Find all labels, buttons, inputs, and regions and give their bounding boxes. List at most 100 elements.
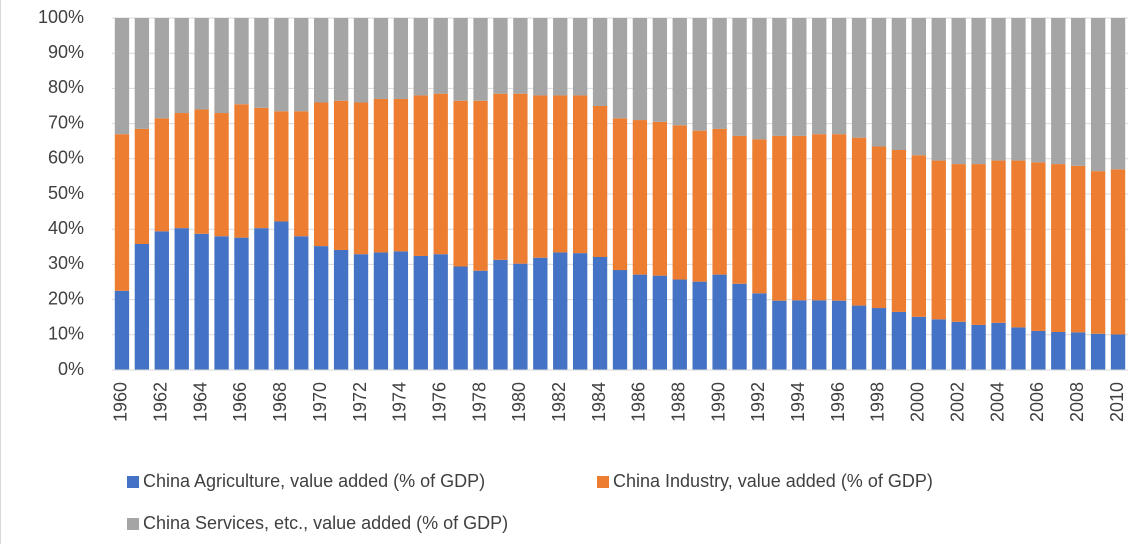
bar-segment — [812, 300, 827, 370]
bar-segment — [672, 279, 687, 370]
bar-segment — [373, 252, 389, 370]
bar-segment — [951, 164, 966, 322]
bar-segment — [1110, 334, 1126, 370]
x-tick-label: 1960 — [111, 382, 131, 422]
y-tick-label: 70% — [48, 112, 84, 132]
bar-segment — [333, 100, 349, 250]
bar-segment — [274, 111, 289, 222]
bar-segment — [752, 139, 767, 294]
bar-segment — [294, 236, 309, 370]
bar-segment — [1110, 18, 1126, 170]
x-tick-label: 2008 — [1067, 382, 1087, 422]
bar-segment — [572, 18, 588, 96]
y-tick-label: 0% — [58, 359, 84, 379]
bar-segment — [732, 18, 747, 136]
bar-segment — [353, 18, 369, 103]
bar-segment — [1031, 162, 1046, 331]
bar-segment — [652, 275, 668, 370]
bar-segment — [792, 135, 807, 301]
bar-segment — [553, 95, 568, 253]
x-tick-label: 2010 — [1107, 382, 1127, 422]
bar-segment — [134, 18, 150, 129]
y-tick-label: 30% — [48, 253, 84, 273]
bar-segment — [592, 106, 608, 258]
bar-segment — [393, 98, 409, 252]
bar-segment — [772, 18, 787, 136]
bar-segment — [712, 128, 727, 275]
bar-segment — [513, 93, 528, 264]
legend-label: China Services, etc., value added (% of … — [143, 513, 508, 533]
bar-segment — [991, 322, 1006, 370]
bar-segment — [971, 324, 986, 370]
bar-segment — [114, 18, 130, 135]
bar-segment — [194, 233, 209, 370]
bar-segment — [692, 281, 707, 370]
bar-segment — [752, 293, 767, 370]
bar-segment — [851, 137, 867, 306]
y-tick-label: 10% — [48, 324, 84, 344]
bar-segment — [1090, 171, 1106, 334]
bar-segment — [194, 18, 209, 110]
bar-segment — [851, 305, 867, 370]
bar-segment — [493, 93, 508, 260]
bar-segment — [951, 321, 966, 370]
bar-segment — [692, 18, 707, 131]
bar-segment — [393, 251, 409, 370]
bar-segment — [214, 18, 229, 114]
bar-segment — [632, 120, 648, 275]
bar-segment — [194, 109, 209, 234]
bar-segment — [612, 18, 628, 119]
x-tick-label: 1988 — [669, 382, 689, 422]
bar-segment — [1090, 18, 1106, 172]
legend-swatch — [597, 476, 609, 488]
bar-segment — [592, 18, 608, 106]
bar-segment — [234, 104, 249, 238]
x-tick-label: 2002 — [947, 382, 967, 422]
bar-segment — [871, 146, 887, 309]
bar-segment — [393, 18, 409, 99]
bar-segment — [433, 254, 448, 370]
bar-segment — [274, 18, 289, 112]
bar-segment — [274, 221, 289, 370]
bar-segment — [732, 283, 747, 370]
x-tick-label: 1980 — [509, 382, 529, 422]
bar-segment — [1031, 330, 1046, 370]
bar-segment — [373, 98, 389, 253]
bar-segment — [214, 113, 229, 237]
bar-segment — [254, 18, 269, 108]
bar-segment — [353, 254, 369, 370]
bar-segment — [373, 18, 389, 99]
bar-segment — [493, 259, 508, 370]
bar-segment — [493, 18, 508, 94]
x-tick-label: 1984 — [589, 382, 609, 422]
y-tick-label: 100% — [38, 7, 84, 27]
bar-segment — [1051, 164, 1066, 332]
bar-segment — [911, 155, 926, 317]
bar-segment — [453, 266, 468, 370]
bar-segment — [1011, 160, 1026, 328]
bar-segment — [473, 100, 488, 271]
x-tick-label: 1978 — [469, 382, 489, 422]
bar-segment — [154, 231, 169, 370]
bar-segment — [652, 121, 668, 276]
bar-segment — [234, 18, 249, 105]
bar-segment — [931, 319, 946, 370]
bar-segment — [792, 300, 807, 370]
bar-segment — [572, 95, 588, 254]
x-tick-label: 1974 — [390, 382, 410, 422]
bar-segment — [931, 160, 946, 320]
bar-segment — [592, 257, 608, 370]
y-tick-label: 90% — [48, 42, 84, 62]
bar-segment — [612, 118, 628, 271]
bar-segment — [1071, 165, 1086, 333]
bar-segment — [792, 18, 807, 136]
x-tick-label: 1996 — [828, 382, 848, 422]
bar-segment — [851, 18, 867, 138]
bar-segment — [712, 274, 727, 370]
bar-segment — [473, 270, 488, 370]
bar-segment — [314, 18, 329, 103]
bar-segment — [553, 252, 568, 370]
bar-segment — [453, 100, 468, 267]
legend-swatch — [127, 518, 139, 530]
